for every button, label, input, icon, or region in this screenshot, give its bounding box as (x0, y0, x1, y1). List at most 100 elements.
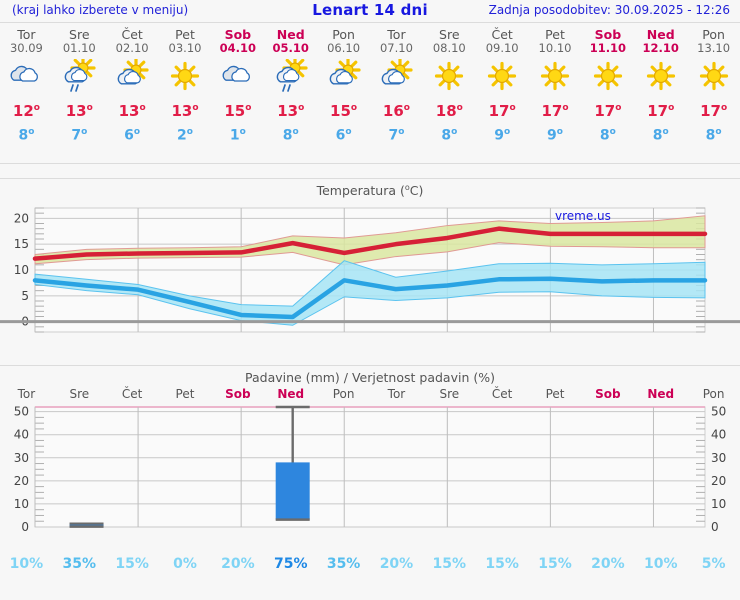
day-date: 01.10 (62, 41, 96, 55)
sun-cloud-icon (106, 57, 159, 95)
day-of-week: Pon (332, 27, 355, 42)
day-column[interactable]: Sob 04.10 15o 1o (211, 28, 264, 146)
min-temperature: 6o (335, 127, 352, 144)
svg-text:15: 15 (14, 237, 29, 251)
sun-cloud-icon (317, 57, 370, 95)
day-column[interactable]: Pon 06.10 15o 6o (317, 28, 370, 146)
max-temperature: 17o (594, 102, 622, 120)
svg-text:vreme.us: vreme.us (555, 209, 611, 223)
svg-text:50: 50 (711, 405, 726, 419)
precipitation-plot[interactable]: 0 0 10 10 20 20 30 30 40 40 50 50 (0, 401, 740, 556)
day-date: 04.10 (219, 41, 257, 55)
day-column[interactable]: Čet 09.10 17o 9o (476, 28, 529, 146)
svg-text:20: 20 (711, 474, 726, 488)
precipitation-probability-row: 10% 35% 15% 0% 20% 75% 35% 20% 15% 15% 15% 20% 10% 5% (0, 556, 740, 572)
precipitation-probability: 0% (173, 556, 197, 573)
precipitation-day-label: Tor (17, 387, 36, 402)
day-column[interactable]: Ned 12.10 17o 8o (634, 28, 687, 146)
precipitation-day-label: Ned (647, 387, 675, 402)
precipitation-probability: 10% (643, 556, 678, 573)
day-of-week: Sob (594, 27, 622, 42)
temperature-chart-title: Temperatura (oC) (0, 179, 740, 200)
temperature-chart-block: Temperatura (oC) 05101520vreme.us (0, 179, 740, 366)
sun-icon (687, 57, 740, 95)
precipitation-day-label: Sre (439, 387, 460, 402)
sun-icon (581, 57, 634, 95)
min-temperature: 7o (388, 127, 405, 144)
max-temperature: 15o (224, 102, 252, 120)
sun-icon (476, 57, 529, 95)
day-column[interactable]: Pet 03.10 13o 2o (159, 28, 212, 146)
day-column[interactable]: Ned 05.10 13o 8o (264, 28, 317, 146)
precipitation-probability: 15% (485, 556, 519, 573)
max-temperature: 13o (171, 102, 199, 120)
precipitation-day-label: Čet (491, 387, 513, 402)
sun-icon (634, 57, 687, 95)
temperature-plot[interactable]: 05101520vreme.us (0, 200, 740, 365)
max-temperature: 17o (488, 102, 516, 120)
day-of-week: Tor (387, 27, 406, 42)
day-of-week: Ned (646, 27, 675, 42)
svg-text:10: 10 (711, 497, 726, 511)
precipitation-day-label: Ned (277, 387, 305, 402)
day-of-week: Sre (69, 27, 90, 42)
day-date: 02.10 (115, 41, 149, 55)
min-temperature: 8o (705, 127, 722, 144)
spacer (0, 164, 740, 178)
min-temperature: 9o (547, 127, 563, 144)
svg-text:20: 20 (14, 474, 29, 488)
svg-text:10: 10 (14, 263, 29, 277)
day-date: 05.10 (272, 41, 309, 55)
temp-title-tail: C) (409, 183, 424, 199)
precipitation-day-label: Pet (175, 387, 195, 402)
min-temperature: 7o (71, 127, 88, 144)
precipitation-probability: 10% (9, 556, 44, 573)
sun-cloud-icon (370, 57, 423, 95)
day-date: 13.10 (697, 41, 731, 55)
max-temperature: 18o (435, 102, 463, 120)
day-of-week: Ned (276, 27, 305, 42)
precipitation-day-label: Čet (121, 387, 143, 402)
min-temperature: 8o (18, 127, 35, 144)
min-temperature: 8o (441, 127, 458, 144)
day-column[interactable]: Pon 13.10 17o 8o (687, 28, 740, 146)
day-date: 09.10 (485, 41, 519, 55)
location-menu-note[interactable]: (kraj lahko izberete v meniju) (12, 3, 189, 17)
max-temperature: 13o (65, 102, 93, 120)
max-temperature: 13o (277, 102, 305, 120)
day-of-week: Sob (224, 27, 252, 42)
day-of-week: Tor (17, 27, 36, 42)
precipitation-chart-title: Padavine (mm) / Verjetnost padavin (%) (245, 370, 495, 386)
svg-text:40: 40 (711, 428, 726, 442)
day-date: 03.10 (168, 41, 202, 55)
precipitation-probability: 15% (432, 556, 467, 573)
min-temperature: 6o (124, 127, 141, 144)
min-temperature: 9o (494, 127, 511, 144)
day-column[interactable]: Sob 11.10 17o 8o (581, 28, 634, 146)
precipitation-probability: 20% (591, 556, 625, 573)
day-column[interactable]: Čet 02.10 13o 6o (106, 28, 159, 146)
temp-title-unit: o (404, 183, 410, 192)
min-temperature: 1o (229, 127, 246, 144)
precipitation-day-labels: Tor Sre Čet Pet Sob Ned Pon Tor Sre Čet Pet Sob Ned P… (0, 387, 740, 401)
svg-text:10: 10 (14, 497, 29, 511)
day-column[interactable]: Tor 07.10 16o 7o (370, 28, 423, 146)
max-temperature: 12o (12, 102, 40, 120)
max-temperature: 17o (700, 102, 728, 120)
day-column[interactable]: Pet 10.10 17o 9o (529, 28, 582, 146)
precipitation-probability: 20% (379, 556, 414, 573)
precipitation-day-label: Pet (545, 387, 565, 402)
sun-cloud-rain-icon (53, 57, 106, 95)
svg-text:40: 40 (14, 428, 29, 442)
page-title: Lenart 14 dni (312, 1, 428, 19)
max-temperature: 15o (330, 102, 358, 120)
day-column[interactable]: Tor 30.09 12o 8o (0, 28, 53, 146)
max-temperature: 16o (382, 102, 410, 120)
sun-cloud-rain-icon (264, 57, 317, 95)
cloudy-icon (211, 57, 264, 95)
day-date: 07.10 (379, 41, 413, 55)
day-date: 11.10 (589, 41, 627, 55)
sun-icon (423, 57, 476, 95)
day-column[interactable]: Sre 01.10 13o 7o (53, 28, 106, 146)
day-column[interactable]: Sre 08.10 18o 8o (423, 28, 476, 146)
